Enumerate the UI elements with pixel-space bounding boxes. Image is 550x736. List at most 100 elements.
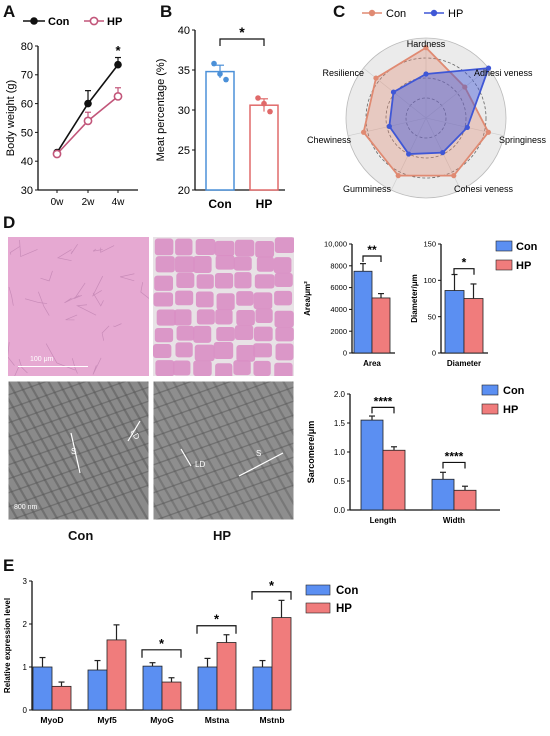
bar-hp <box>51 685 72 711</box>
sarcomere-band <box>162 381 244 520</box>
radar-axis-label: Cohesi veness <box>454 184 514 194</box>
z-line <box>8 428 149 480</box>
z-line <box>153 428 294 480</box>
bar-con <box>142 665 163 711</box>
bar-hp <box>106 639 127 711</box>
radar-point <box>386 123 392 129</box>
muscle-fiber <box>193 360 212 376</box>
z-line <box>8 400 149 452</box>
z-line <box>153 381 195 396</box>
y-axis-label: Relative expression level <box>3 598 12 693</box>
legend-label-con: Con <box>503 385 525 397</box>
muscle-fiber <box>253 292 273 310</box>
legend-swatch-con <box>481 384 499 396</box>
measure-arrow <box>238 452 284 477</box>
muscle-fiber <box>236 309 255 326</box>
muscle-fiber <box>193 325 212 343</box>
muscle-fiber <box>214 273 234 289</box>
sarcomere-band <box>117 381 149 438</box>
muscle-fiber <box>274 362 293 376</box>
sarcomere-band <box>182 381 264 520</box>
data-point <box>261 100 267 107</box>
significance-bracket <box>251 591 292 600</box>
radar-point <box>440 149 446 156</box>
label-ld-hp: LD <box>195 460 206 469</box>
texture-radar-chart: Hardness Adhesi veness Springiness Cohesi v… <box>307 8 547 199</box>
tissue-texture <box>56 249 72 262</box>
data-point-con <box>84 99 92 108</box>
y-tick-label: 40 <box>21 156 33 168</box>
z-line <box>153 400 294 452</box>
muscle-fiber <box>274 310 294 328</box>
radar-axis-label: Chewiness <box>307 135 352 145</box>
y-tick-label: 6000 <box>330 283 347 292</box>
legend-label-hp: HP <box>107 16 122 28</box>
significance-label: * <box>214 612 220 627</box>
y-tick-label: 0 <box>343 349 347 358</box>
significance-label: ** <box>367 243 377 257</box>
muscle-fiber <box>154 327 174 343</box>
data-point <box>217 71 223 77</box>
bar-con <box>32 666 53 711</box>
radar-spoke <box>425 67 489 119</box>
radar-point <box>451 173 457 179</box>
x-tick-label: Width <box>443 516 465 525</box>
radar-point <box>390 89 397 95</box>
tissue-texture <box>8 342 15 366</box>
muscle-fiber <box>196 274 214 289</box>
x-tick-label: 4w <box>112 197 126 208</box>
y-tick-label: 3 <box>23 577 28 586</box>
tissue-texture <box>8 286 14 306</box>
y-tick-label: 50 <box>21 127 33 139</box>
y-tick-label: 30 <box>178 105 190 117</box>
muscle-fiber <box>274 290 293 306</box>
bar-hp <box>216 642 237 711</box>
muscle-fiber <box>156 309 177 326</box>
legend-swatch-con <box>305 584 331 596</box>
muscle-fiber <box>214 240 235 257</box>
legend-label-con: Con <box>336 585 358 597</box>
expression-bar-chart: 0 1 2 3 Relative expression level MyoD Myf5 Myo… <box>3 577 358 725</box>
x-tick-label: Diameter <box>447 359 481 368</box>
y-tick-label: 2 <box>23 620 28 629</box>
y-tick-label: 1.5 <box>334 419 346 428</box>
muscle-fiber <box>154 238 174 256</box>
bar-con <box>360 419 384 511</box>
legend-label-con: Con <box>516 241 538 253</box>
y-axis-label: Area/μm² <box>303 281 312 316</box>
bar-con <box>197 666 218 711</box>
significance-bracket <box>371 406 395 414</box>
muscle-fiber <box>175 290 194 306</box>
y-tick-label: 8000 <box>330 261 347 270</box>
tissue-texture <box>101 325 110 341</box>
sarcomere-band <box>153 465 184 520</box>
y-tick-label: 150 <box>423 240 436 249</box>
y-axis-label: Diameter/μm <box>410 274 419 322</box>
muscle-fiber <box>216 293 235 311</box>
data-point <box>211 60 217 67</box>
y-tick-label: 30 <box>21 185 33 197</box>
data-point-hp <box>113 92 123 101</box>
muscle-fiber <box>275 343 294 361</box>
sarcomere-band <box>8 448 49 520</box>
bar-hp <box>271 617 292 711</box>
x-tick-label: Area <box>363 359 381 368</box>
sarcomere-band <box>202 381 284 520</box>
data-point <box>223 76 229 83</box>
legend-label-hp: HP <box>448 8 463 20</box>
legend-label-hp: HP <box>336 603 352 615</box>
legend-marker-hp <box>89 16 99 26</box>
meat-percentage-bar-chart: 20 25 30 35 40 Meat percentage (%) Con HP * <box>155 24 285 211</box>
sarcomere-band <box>153 396 224 520</box>
sarcomere-band <box>107 381 149 455</box>
data-point-hp <box>52 149 62 159</box>
series-line-con <box>56 64 119 153</box>
tissue-texture <box>71 358 78 374</box>
sarcomere-band <box>172 381 254 520</box>
muscle-fiber <box>234 239 255 257</box>
y-tick-label: 60 <box>21 98 33 110</box>
significance-label: **** <box>445 449 464 463</box>
sarcomere-band <box>8 413 69 520</box>
tissue-texture <box>91 275 104 297</box>
body-weight-line-chart: 30 40 50 60 70 80 0w 2w 4w Body weight (g) * Con HP <box>5 16 138 208</box>
